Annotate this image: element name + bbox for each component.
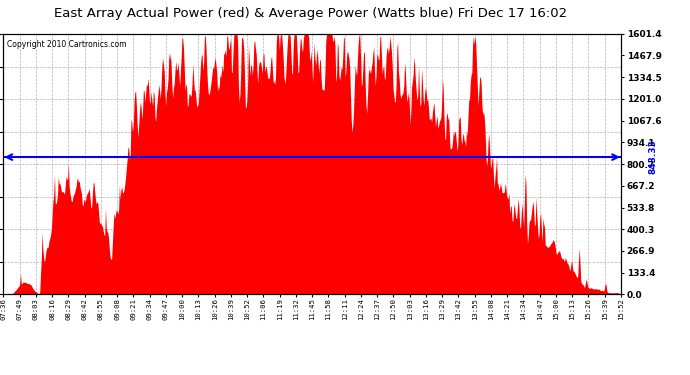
Text: East Array Actual Power (red) & Average Power (Watts blue) Fri Dec 17 16:02: East Array Actual Power (red) & Average … [54, 8, 567, 21]
Text: Copyright 2010 Cartronics.com: Copyright 2010 Cartronics.com [6, 40, 126, 49]
Text: 843.33: 843.33 [649, 140, 658, 174]
